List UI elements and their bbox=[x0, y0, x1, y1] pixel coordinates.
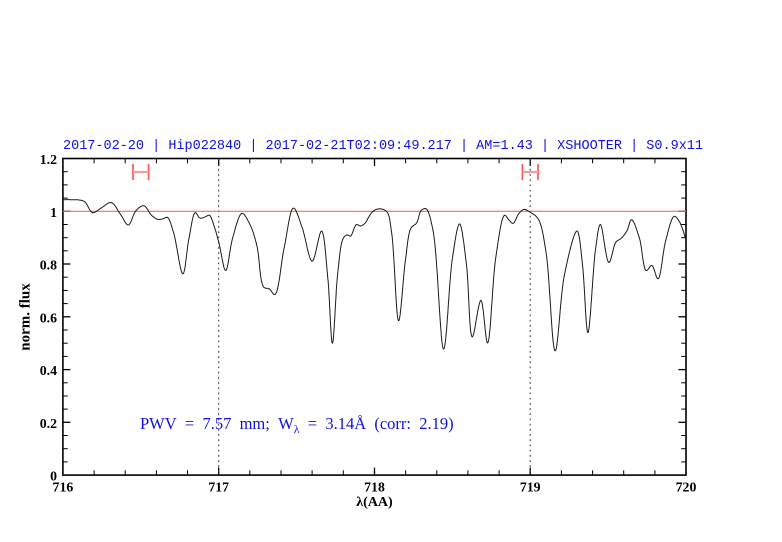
svg-text:λ(AA): λ(AA) bbox=[356, 495, 393, 510]
svg-text:0: 0 bbox=[50, 469, 57, 484]
svg-text:0.2: 0.2 bbox=[40, 416, 57, 431]
svg-text:0.6: 0.6 bbox=[40, 310, 57, 325]
svg-text:720: 720 bbox=[676, 480, 697, 495]
svg-text:0.8: 0.8 bbox=[40, 258, 57, 273]
svg-text:0.4: 0.4 bbox=[40, 363, 57, 378]
svg-text:1: 1 bbox=[50, 205, 57, 220]
svg-text:PWV = 7.57 mm; Wλ = 3.14Å (cor: PWV = 7.57 mm; Wλ = 3.14Å (corr: 2.19) bbox=[140, 414, 454, 436]
svg-text:716: 716 bbox=[53, 480, 74, 495]
svg-text:2017-02-20 | Hip022840 | 2017-: 2017-02-20 | Hip022840 | 2017-02-21T02:0… bbox=[63, 139, 703, 154]
svg-text:1.2: 1.2 bbox=[40, 152, 57, 167]
svg-text:norm. flux: norm. flux bbox=[18, 283, 34, 351]
svg-text:719: 719 bbox=[520, 480, 541, 495]
svg-text:717: 717 bbox=[208, 480, 229, 495]
svg-text:718: 718 bbox=[364, 480, 385, 495]
